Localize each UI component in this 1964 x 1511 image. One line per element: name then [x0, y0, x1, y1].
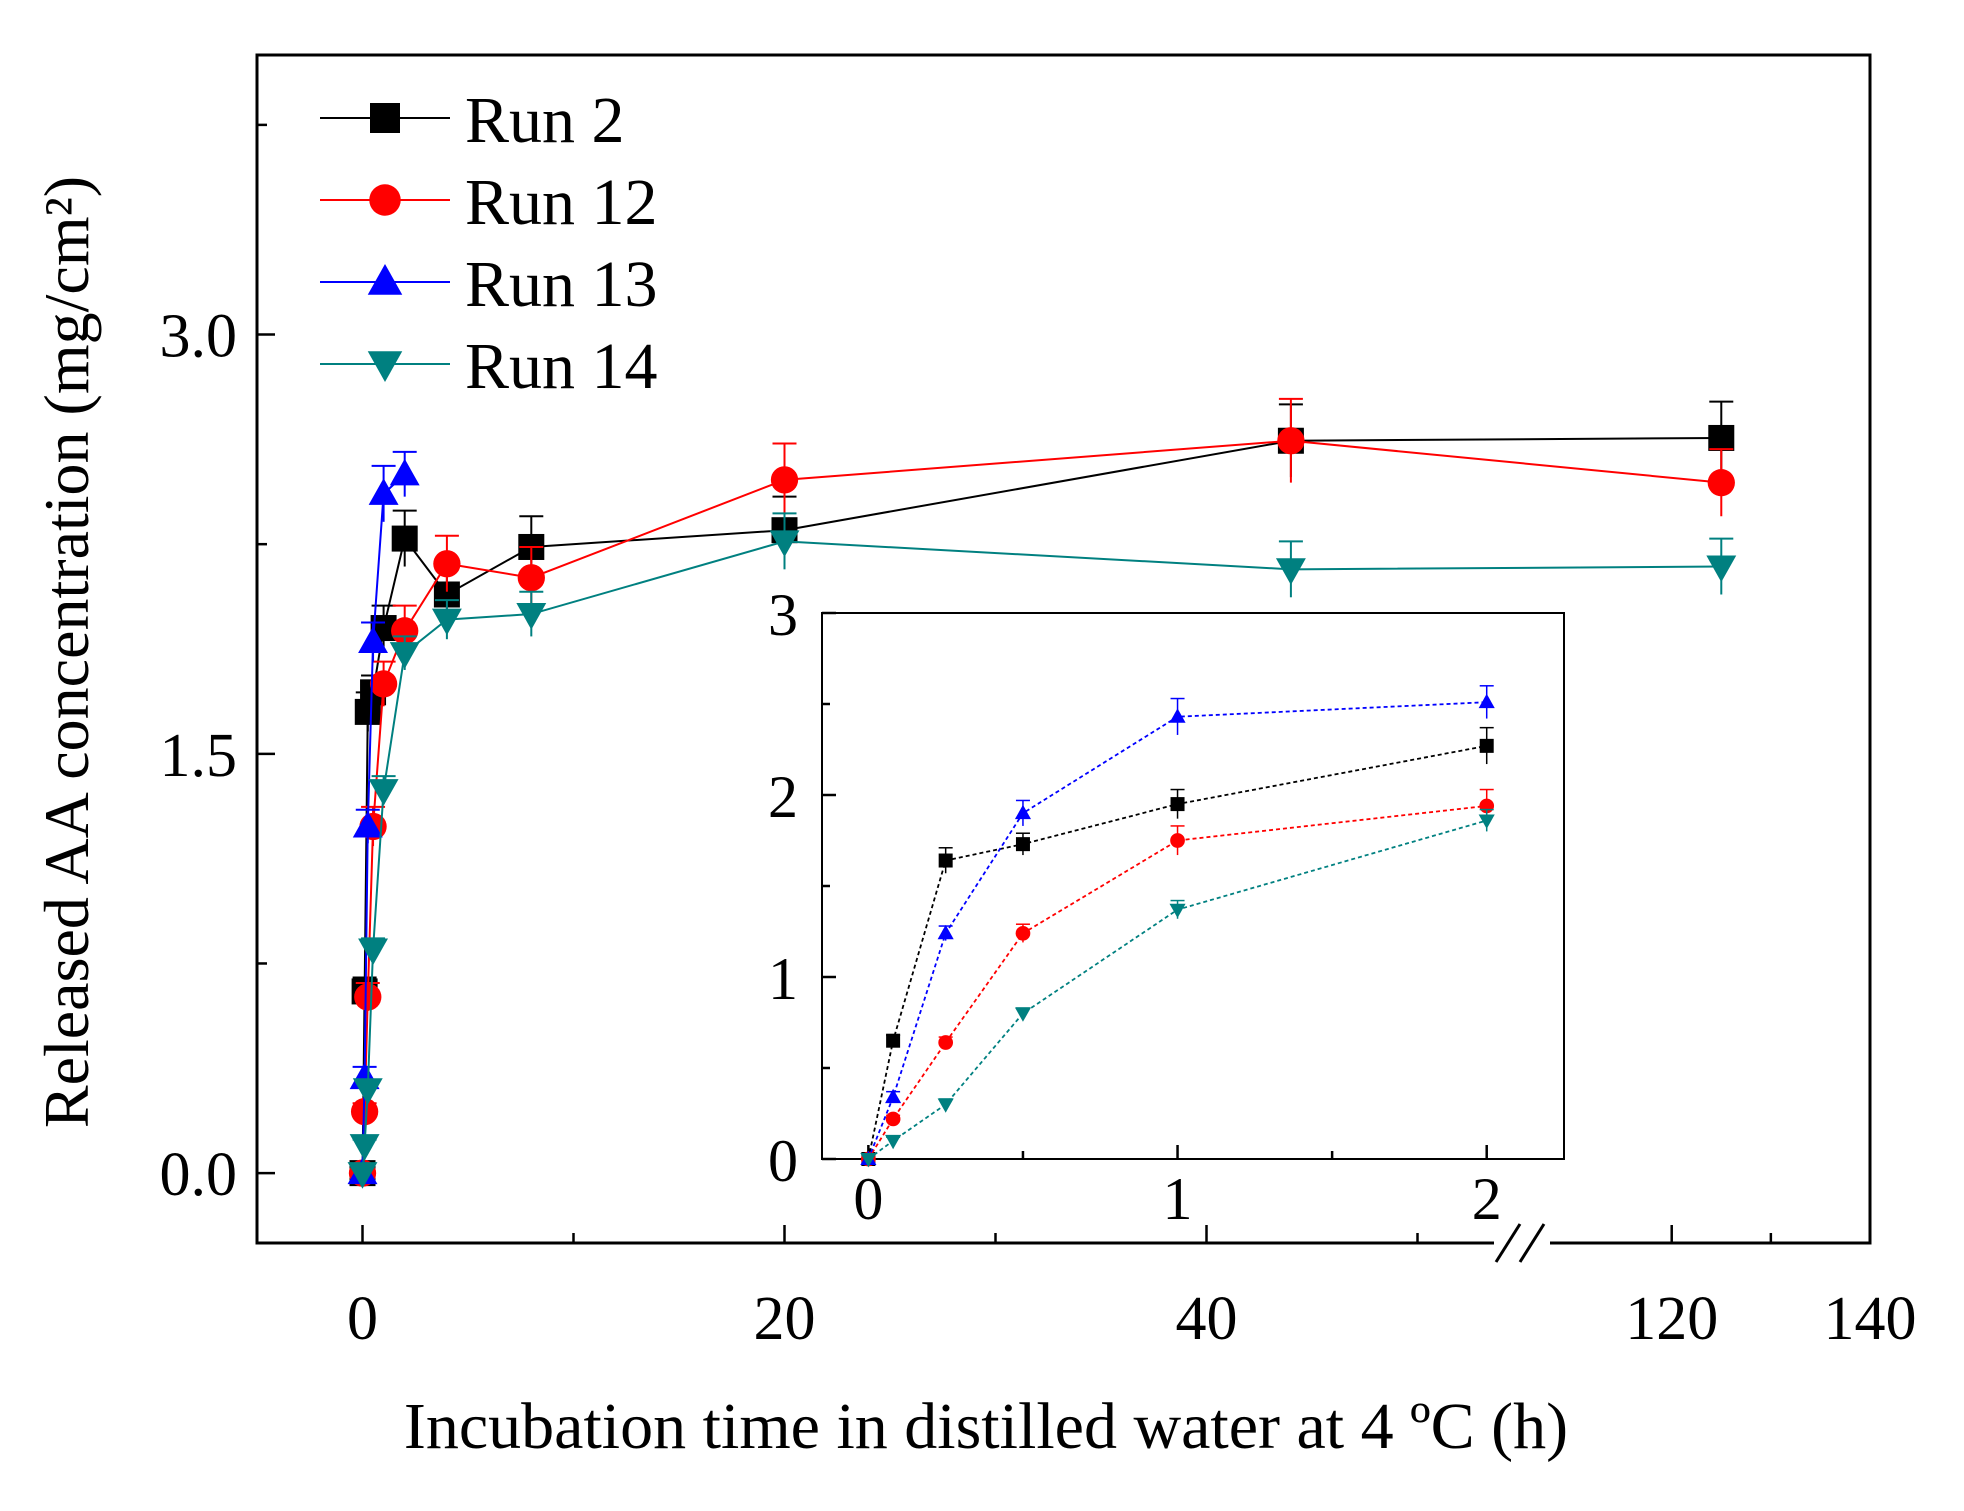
y-tick-label: 3.0	[160, 303, 238, 371]
x-tick-label: 0	[347, 1285, 378, 1353]
inset-data-point	[937, 1098, 954, 1113]
inset-data-point	[1169, 708, 1186, 723]
data-point	[369, 670, 398, 698]
data-point	[1275, 558, 1306, 585]
legend-label: Run 2	[465, 84, 625, 157]
inset-data-point	[938, 1035, 954, 1050]
inset-y-tick-label: 1	[768, 946, 798, 1012]
inset-data-point	[1478, 693, 1495, 709]
data-point	[516, 603, 547, 630]
series-run-14	[347, 512, 1737, 1189]
inset-data-point	[1015, 837, 1030, 852]
data-point	[389, 642, 420, 669]
data-point	[1277, 427, 1305, 455]
main-plot-frame	[255, 53, 1872, 1245]
inset-data-point	[1170, 833, 1185, 848]
inset-x-tick-label: 0	[853, 1166, 883, 1232]
inset-series-run-13	[860, 685, 1495, 1165]
x-tick-label: 20	[754, 1285, 816, 1353]
data-point	[347, 1162, 378, 1189]
legend-label: Run 14	[465, 330, 658, 403]
inset-data-point	[1169, 903, 1186, 919]
data-point	[433, 550, 461, 578]
inset-data-point	[860, 1153, 877, 1168]
data-point	[354, 983, 382, 1011]
legend-marker	[369, 184, 401, 216]
data-point	[368, 779, 399, 806]
inset-ticks: 0 1 2 0 1 2 3	[768, 582, 1502, 1232]
data-point	[352, 1078, 383, 1105]
inset-data-point	[1478, 814, 1495, 829]
data-point	[770, 466, 799, 494]
inset-data-point	[1014, 804, 1032, 820]
legend: Run 2 Run 12 Run 13 Run 14	[320, 84, 658, 403]
data-point	[517, 564, 545, 592]
inset-series-line	[867, 744, 1487, 1160]
inset-frame-background	[822, 613, 1564, 1159]
data-point	[368, 478, 399, 505]
data-point	[352, 810, 383, 838]
data-point	[769, 530, 800, 557]
x-tick-label: 120	[1625, 1285, 1718, 1353]
data-point	[358, 938, 388, 966]
inset-series-run-14	[860, 808, 1495, 1168]
data-point	[358, 626, 388, 654]
inset-series-line	[867, 805, 1487, 1160]
inset-data-point	[937, 924, 954, 940]
y-axis-title: Released AA concentration (mg/cm²)	[31, 176, 102, 1128]
legend-label: Run 12	[465, 166, 658, 239]
inset-y-tick-label: 2	[768, 764, 798, 830]
inset-data-point	[885, 1088, 902, 1104]
x-axis-break-mark	[1494, 1223, 1550, 1263]
data-point	[389, 458, 420, 486]
inset-x-tick-label: 1	[1163, 1166, 1193, 1232]
data-point	[349, 1134, 380, 1161]
y-tick-label: 1.5	[160, 722, 238, 790]
inset-series-line	[867, 701, 1487, 1160]
inset-chart: 0 1 2 0 1 2 3	[768, 582, 1565, 1232]
inset-data-point	[1479, 738, 1494, 753]
y-tick-label: 0.0	[160, 1141, 238, 1209]
inset-data-point	[1014, 1007, 1032, 1022]
inset-data-point	[885, 1111, 901, 1127]
data-point	[1706, 555, 1737, 583]
inset-series	[860, 685, 1495, 1168]
legend-marker	[367, 264, 403, 295]
data-point	[391, 617, 419, 645]
inset-y-tick-label: 0	[768, 1128, 798, 1194]
data-point	[391, 525, 418, 552]
inset-data-point	[886, 1033, 901, 1048]
inset-y-tick-label: 3	[768, 582, 798, 648]
legend-label: Run 13	[465, 248, 658, 321]
inset-data-point	[885, 1134, 902, 1150]
data-point	[1708, 424, 1735, 451]
legend-marker	[367, 351, 403, 382]
inset-data-point	[938, 853, 953, 868]
inset-x-tick-label: 2	[1472, 1166, 1502, 1232]
data-point	[431, 608, 462, 636]
data-point	[1707, 469, 1735, 497]
main-series	[347, 397, 1737, 1189]
inset-data-point	[1015, 925, 1031, 941]
x-axis-title: Incubation time in distilled water at 4 …	[404, 1390, 1568, 1463]
x-tick-label: 40	[1176, 1285, 1238, 1353]
legend-marker	[370, 103, 400, 133]
x-tick-label: 140	[1824, 1285, 1917, 1353]
inset-data-point	[1170, 797, 1185, 812]
inset-series-line	[867, 819, 1487, 1160]
